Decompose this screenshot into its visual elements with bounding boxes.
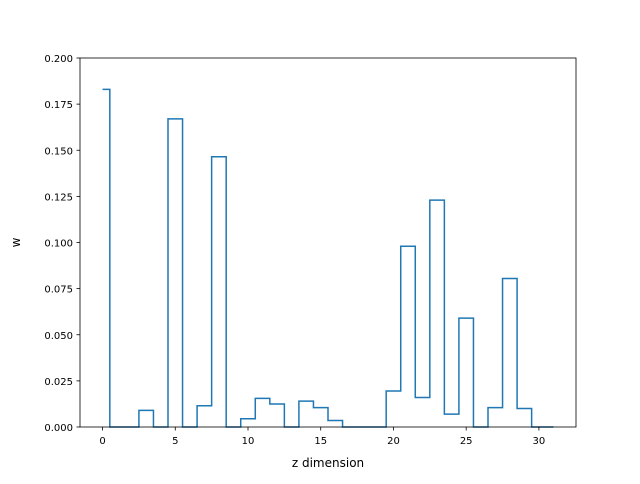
data-layer bbox=[102, 88, 554, 428]
y-tick-label: 0.100 bbox=[44, 239, 73, 250]
y-tick-label: 0.000 bbox=[44, 423, 73, 434]
x-axis-label: z dimension bbox=[292, 456, 364, 470]
y-axis-label: w bbox=[9, 237, 23, 247]
axes-layer: 0 5 10 15 20 25 30 0.000 0.025 0.050 0.075 0.100 0.1… bbox=[44, 54, 577, 447]
series-line bbox=[102, 88, 554, 428]
x-tick-label: 25 bbox=[460, 436, 473, 447]
x-tick-label: 0 bbox=[99, 436, 105, 447]
y-tick-label: 0.025 bbox=[44, 377, 73, 388]
x-tick-label: 20 bbox=[387, 436, 400, 447]
x-tick-label: 10 bbox=[242, 436, 255, 447]
y-tick-label: 0.175 bbox=[44, 100, 73, 111]
x-tick-label: 15 bbox=[314, 436, 327, 447]
x-tick-label: 5 bbox=[172, 436, 178, 447]
y-tick-label: 0.150 bbox=[44, 146, 73, 157]
y-tick-label: 0.200 bbox=[44, 54, 73, 65]
x-tick-label: 30 bbox=[533, 436, 546, 447]
y-tick-label: 0.075 bbox=[44, 285, 73, 296]
y-tick-label: 0.125 bbox=[44, 192, 73, 203]
y-tick-label: 0.050 bbox=[44, 331, 73, 342]
plot-area bbox=[80, 58, 576, 427]
